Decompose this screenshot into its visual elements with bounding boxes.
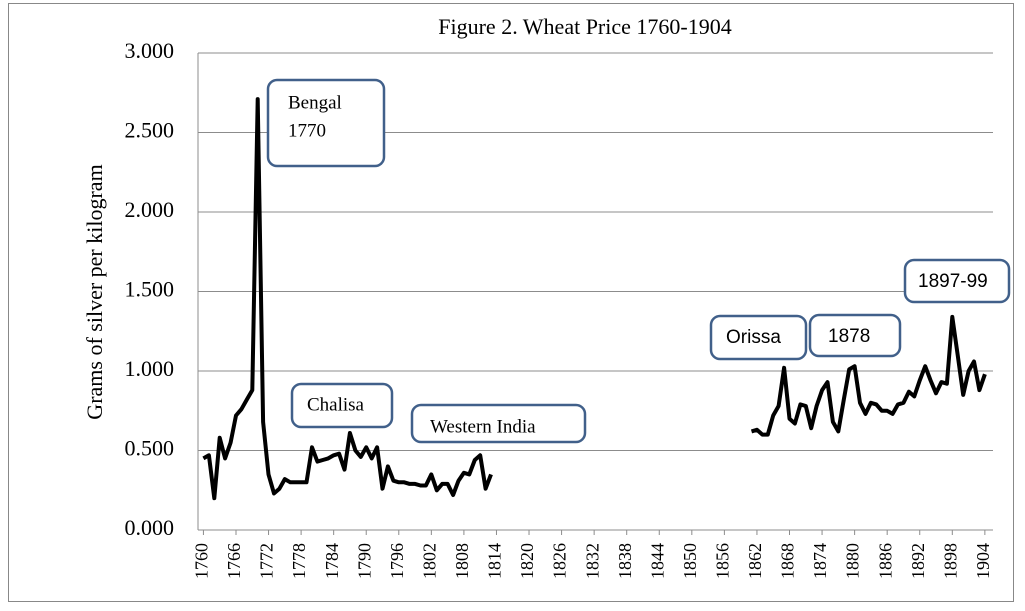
x-tick-label: 1832: [582, 543, 602, 579]
y-tick-label: 0.000: [125, 515, 175, 540]
x-tick-label: 1808: [452, 543, 472, 579]
x-tick-label: 1784: [322, 543, 342, 579]
annotation-text: Chalisa: [307, 394, 365, 415]
annotation-box: [290, 382, 394, 429]
x-tick-label: 1892: [908, 543, 928, 579]
x-tick-label: 1820: [517, 543, 537, 579]
y-tick-label: 1.000: [125, 356, 175, 381]
x-tick-label: 1856: [713, 543, 733, 579]
x-tick-label: 1904: [973, 543, 993, 579]
x-tick-label: 1760: [192, 543, 212, 579]
annotation-text: Western India: [430, 416, 536, 437]
x-tick-label: 1790: [354, 543, 374, 579]
x-tick-label: 1796: [387, 543, 407, 579]
annotation-box: [808, 313, 902, 358]
x-tick-label: 1886: [875, 543, 895, 579]
x-tick-label: 1772: [257, 543, 277, 579]
x-tick-label: 1802: [419, 543, 439, 579]
annotation-box: [266, 78, 386, 168]
annotation-text: 1770: [288, 120, 326, 141]
data-line: [202, 97, 493, 501]
data-line: [750, 314, 987, 437]
chart-title: Figure 2. Wheat Price 1760-1904: [438, 14, 731, 39]
x-tick-label: 1844: [647, 543, 667, 579]
annotation-text: 1878: [828, 326, 870, 347]
x-tick-label: 1814: [485, 543, 505, 579]
x-tick-label: 1766: [224, 543, 244, 579]
x-tick-label: 1838: [615, 543, 635, 579]
annotation-text: Orissa: [726, 327, 781, 348]
annotation-text: Bengal: [288, 92, 342, 113]
x-tick-label: 1778: [289, 543, 309, 579]
x-tick-label: 1850: [680, 543, 700, 579]
x-tick-label: 1868: [778, 543, 798, 579]
annotation-box: [709, 314, 808, 361]
x-tick-label: 1862: [745, 543, 765, 579]
y-tick-label: 0.500: [125, 436, 175, 461]
annotation-box: [903, 258, 1011, 304]
y-axis-label: Grams of silver per kilogram: [82, 164, 107, 419]
y-tick-label: 2.500: [125, 118, 175, 143]
chart-frame: [8, 3, 1014, 602]
x-tick-label: 1826: [550, 543, 570, 579]
y-tick-label: 2.000: [125, 197, 175, 222]
x-tick-label: 1898: [940, 543, 960, 579]
y-tick-label: 3.000: [125, 38, 175, 63]
x-tick-label: 1874: [810, 543, 830, 579]
annotation-box: [410, 403, 587, 444]
x-tick-label: 1880: [843, 543, 863, 579]
y-tick-label: 1.500: [125, 277, 175, 302]
annotation-text: 1897-99: [918, 271, 988, 292]
